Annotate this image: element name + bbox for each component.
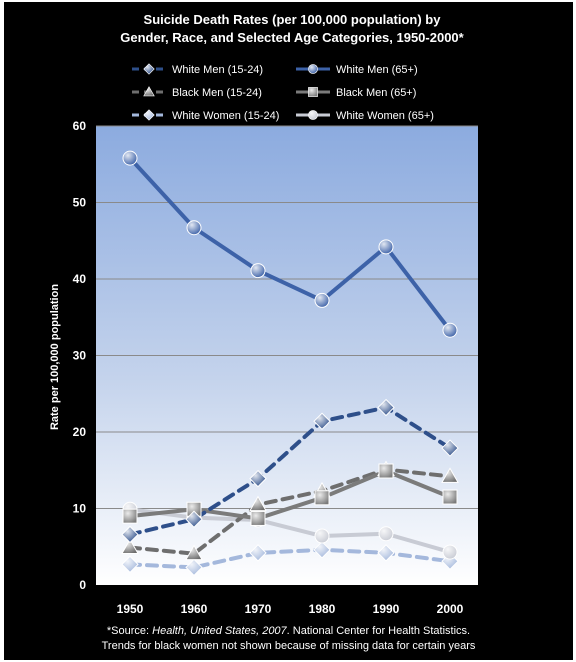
legend-marker bbox=[143, 86, 155, 97]
data-point bbox=[122, 508, 138, 524]
data-point bbox=[442, 322, 458, 338]
y-axis: 0 10 20 30 40 50 60 bbox=[73, 119, 87, 592]
legend-item: Black Men (65+) bbox=[296, 87, 416, 99]
x-tick-label: 1970 bbox=[245, 602, 272, 616]
source-line-2: Trends for black women not shown because… bbox=[101, 640, 476, 652]
y-tick-label: 60 bbox=[73, 119, 87, 133]
y-tick-label: 30 bbox=[73, 349, 87, 363]
data-point bbox=[314, 292, 330, 308]
data-point bbox=[378, 239, 394, 255]
x-tick-label: 1980 bbox=[309, 602, 336, 616]
legend-item: Black Men (15-24) bbox=[132, 86, 262, 99]
legend-marker bbox=[143, 63, 155, 75]
y-tick-label: 10 bbox=[73, 502, 87, 516]
series-line bbox=[128, 156, 452, 333]
legend-item: White Women (65+) bbox=[296, 110, 434, 122]
y-axis-label: Rate per 100,000 population bbox=[49, 284, 61, 430]
legend-marker bbox=[308, 64, 318, 74]
y-tick-label: 50 bbox=[73, 196, 87, 210]
data-point bbox=[313, 412, 331, 430]
series-line bbox=[128, 405, 452, 537]
gridlines bbox=[96, 125, 478, 509]
data-point bbox=[249, 544, 267, 562]
data-point bbox=[249, 469, 267, 488]
legend-marker bbox=[143, 109, 155, 121]
data-point bbox=[250, 510, 266, 526]
y-tick-label: 0 bbox=[79, 578, 86, 592]
x-tick-label: 1960 bbox=[181, 602, 208, 616]
legend-label: White Women (65+) bbox=[336, 110, 434, 122]
y-tick-label: 20 bbox=[73, 425, 87, 439]
legend-label: White Women (15-24) bbox=[172, 110, 279, 122]
data-point bbox=[378, 526, 394, 542]
source-suffix: . National Center for Health Statistics. bbox=[286, 625, 471, 637]
data-point bbox=[121, 555, 139, 574]
data-point bbox=[378, 463, 394, 479]
chart-title-line2: Gender, Race, and Selected Age Categorie… bbox=[120, 30, 464, 45]
legend-marker bbox=[308, 87, 318, 97]
x-axis: 1950 1960 1970 1980 1990 2000 bbox=[117, 602, 464, 616]
data-point bbox=[314, 490, 330, 506]
legend-item: White Men (15-24) bbox=[132, 63, 263, 76]
data-point bbox=[442, 544, 458, 560]
data-point bbox=[121, 525, 139, 544]
series-line bbox=[128, 469, 452, 521]
legend-marker bbox=[308, 110, 318, 120]
data-point bbox=[186, 220, 202, 236]
legend-label: White Men (65+) bbox=[336, 64, 418, 76]
legend-item: White Women (15-24) bbox=[132, 109, 279, 122]
data-point bbox=[249, 495, 267, 512]
x-tick-label: 1990 bbox=[373, 602, 400, 616]
series-lines bbox=[128, 156, 452, 570]
legend-label: Black Men (65+) bbox=[336, 87, 416, 99]
data-point bbox=[441, 467, 459, 483]
data-point bbox=[250, 263, 266, 279]
data-point bbox=[185, 544, 203, 561]
legend-item: White Men (65+) bbox=[296, 64, 418, 76]
data-point bbox=[377, 544, 395, 562]
chart: Suicide Death Rates (per 100,000 populat… bbox=[49, 12, 478, 616]
legend-label: Black Men (15-24) bbox=[172, 87, 262, 99]
series-line bbox=[128, 467, 452, 556]
series-line bbox=[128, 507, 452, 555]
chart-title-line1: Suicide Death Rates (per 100,000 populat… bbox=[144, 12, 442, 27]
data-point bbox=[377, 398, 395, 417]
chart-frame: Suicide Death Rates (per 100,000 populat… bbox=[4, 2, 573, 660]
data-point bbox=[185, 510, 203, 528]
legend: White Men (15-24) White Men (65+) Black Me… bbox=[132, 63, 434, 122]
x-tick-label: 1950 bbox=[117, 602, 144, 616]
data-point bbox=[122, 150, 138, 166]
markers bbox=[121, 150, 459, 577]
source-prefix: *Source: bbox=[106, 625, 153, 637]
data-point bbox=[185, 558, 203, 577]
data-point bbox=[441, 439, 459, 457]
legend-label: White Men (15-24) bbox=[172, 64, 263, 76]
source-publication: Health, United States, 2007 bbox=[152, 625, 287, 637]
series-line bbox=[128, 547, 452, 570]
data-point bbox=[313, 541, 331, 559]
data-point bbox=[314, 528, 330, 544]
x-tick-label: 2000 bbox=[437, 602, 464, 616]
data-point bbox=[121, 538, 139, 555]
data-point bbox=[442, 489, 458, 505]
y-tick-label: 40 bbox=[73, 272, 87, 286]
source-note: *Source: Health, United States, 2007. Na… bbox=[4, 624, 573, 654]
source-line-1: *Source: Health, United States, 2007. Na… bbox=[4, 624, 573, 639]
